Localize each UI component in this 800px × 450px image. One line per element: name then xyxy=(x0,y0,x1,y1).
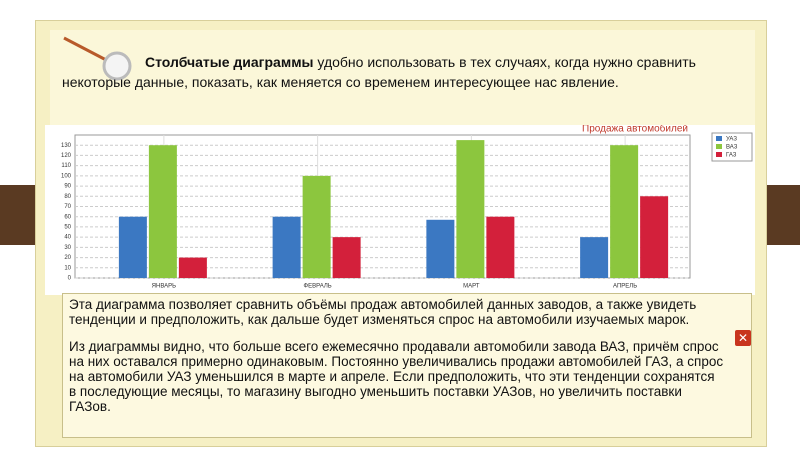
bar xyxy=(426,219,455,278)
bar xyxy=(148,145,177,278)
intro-bold: Столбчатые диаграммы xyxy=(145,54,314,70)
x-tick-label: МАРТ xyxy=(463,284,480,290)
y-tick-label: 60 xyxy=(64,214,71,220)
legend-swatch xyxy=(716,152,722,157)
intro-panel xyxy=(50,30,755,125)
y-tick-label: 100 xyxy=(61,173,72,179)
bar xyxy=(456,140,485,278)
close-icon[interactable]: ✕ xyxy=(735,330,751,346)
legend-label: УАЗ xyxy=(726,137,737,143)
bar xyxy=(640,196,669,278)
chart-title: Продажа автомобилей xyxy=(582,125,688,135)
bar xyxy=(332,237,361,278)
paragraph: Эта диаграмма позволяет сравнить объёмы … xyxy=(69,297,697,327)
intro-text: Столбчатые диаграммы удобно использовать… xyxy=(62,52,707,92)
text-box: Эта диаграмма позволяет сравнить объёмы … xyxy=(62,293,752,438)
y-tick-label: 30 xyxy=(64,245,71,251)
bar xyxy=(272,216,301,278)
x-tick-label: АПРЕЛЬ xyxy=(613,284,637,290)
lens-icon xyxy=(63,36,132,81)
bar xyxy=(302,175,331,278)
legend-swatch xyxy=(716,144,722,149)
y-tick-label: 120 xyxy=(61,153,72,159)
bar xyxy=(610,145,639,278)
x-tick-label: ФЕВРАЛЬ xyxy=(304,284,332,290)
intro-rest: удобно использовать в тех случаях, когда… xyxy=(62,54,696,90)
y-tick-label: 90 xyxy=(64,184,71,190)
bar xyxy=(118,216,147,278)
y-tick-label: 0 xyxy=(68,276,72,282)
bar xyxy=(486,216,515,278)
bar xyxy=(580,237,609,278)
legend-label: ВАЗ xyxy=(726,145,738,151)
paragraph: Из диаграммы видно, что больше всего еже… xyxy=(69,339,724,414)
y-tick-label: 110 xyxy=(61,163,71,169)
y-tick-label: 40 xyxy=(64,235,71,241)
y-tick-label: 20 xyxy=(64,255,71,261)
legend-swatch xyxy=(716,136,722,141)
legend-label: ГАЗ xyxy=(726,153,737,159)
chart: Продажа автомобилей 0 10 20 30 40 50 60 70 80 90 1… xyxy=(45,125,755,295)
y-tick-label: 50 xyxy=(64,225,71,231)
y-tick-label: 130 xyxy=(61,143,72,149)
y-tick-label: 10 xyxy=(64,265,71,271)
y-tick-label: 70 xyxy=(64,204,71,210)
y-tick-label: 80 xyxy=(64,194,71,200)
bar xyxy=(178,257,207,278)
x-tick-label: ЯНВАРЬ xyxy=(152,284,176,290)
